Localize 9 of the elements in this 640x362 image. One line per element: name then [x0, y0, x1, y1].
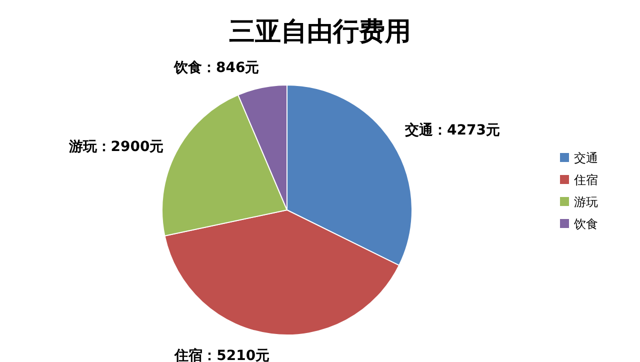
- data-label: 饮食：846元: [173, 60, 260, 76]
- data-label: 游玩：2900元: [68, 138, 164, 155]
- data-label: 交通：4273元: [404, 122, 500, 139]
- legend-label: 游玩: [574, 195, 598, 209]
- legend-label: 饮食: [573, 217, 598, 231]
- legend-label: 住宿: [573, 173, 598, 187]
- chart-title: 三亚自由行费用: [229, 17, 411, 47]
- data-label: 住宿：5210元: [174, 346, 270, 362]
- legend-label: 交通: [574, 151, 598, 165]
